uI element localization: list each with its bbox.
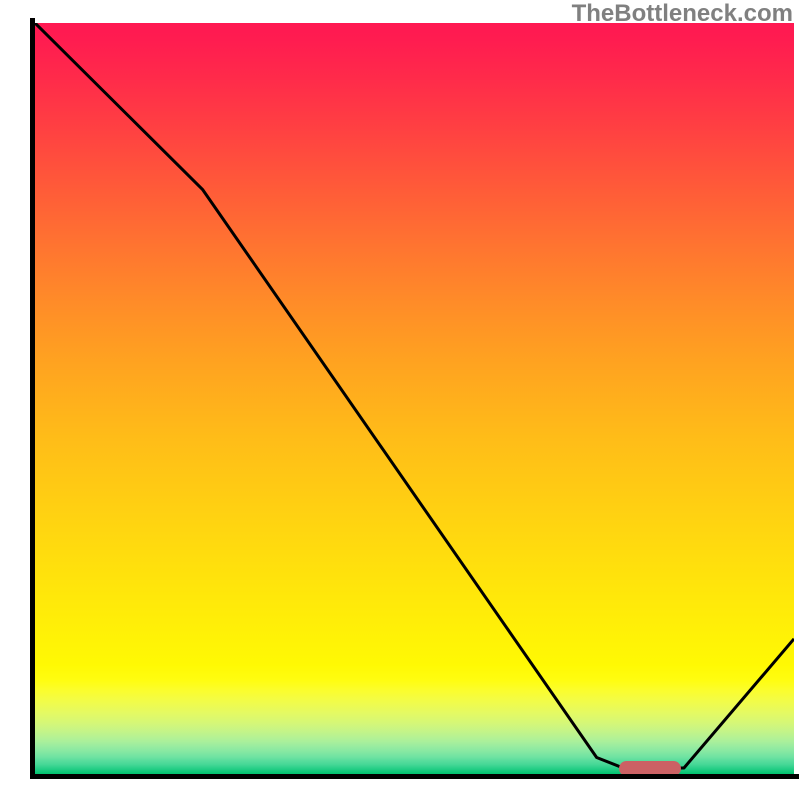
watermark-label: TheBottleneck.com bbox=[572, 0, 793, 27]
curve-path bbox=[35, 23, 794, 768]
y-axis bbox=[30, 18, 35, 779]
watermark-text: TheBottleneck.com bbox=[572, 0, 793, 28]
plot-area bbox=[35, 23, 794, 774]
chart-stage: TheBottleneck.com bbox=[0, 0, 800, 800]
data-line-svg bbox=[35, 23, 794, 774]
x-axis bbox=[30, 774, 799, 779]
